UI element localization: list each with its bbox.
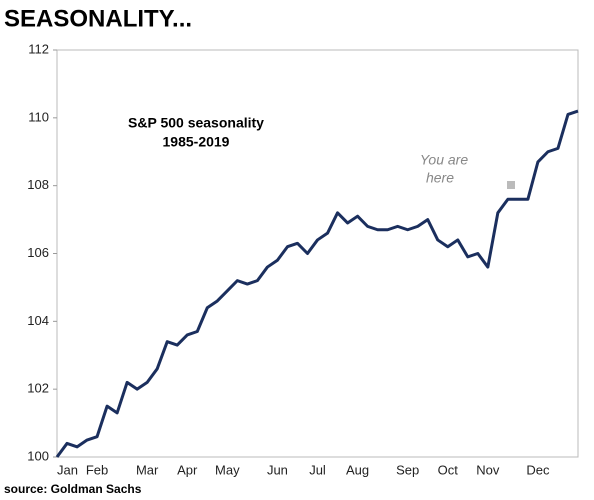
x-tick-label: May xyxy=(215,462,240,477)
x-tick-label: Mar xyxy=(136,462,159,477)
y-tick-label: 110 xyxy=(28,109,49,124)
y-tick-label: 108 xyxy=(27,177,49,192)
x-tick-label: Apr xyxy=(177,462,198,477)
annotation: You are xyxy=(420,152,468,168)
x-tick-label: Feb xyxy=(86,462,108,477)
y-tick-label: 102 xyxy=(27,381,49,396)
you-are-here-marker xyxy=(507,181,515,189)
data-line xyxy=(55,109,579,458)
y-tick-label: 112 xyxy=(28,41,49,56)
source: source: Goldman Sachs xyxy=(4,482,142,496)
y-tick-label: 106 xyxy=(27,245,49,260)
x-tick-label: Nov xyxy=(476,462,500,477)
x-tick-label: Dec xyxy=(526,462,550,477)
page-title: SEASONALITY... xyxy=(4,5,192,32)
x-tick-label: Sep xyxy=(396,462,419,477)
x-tick-label: Jul xyxy=(309,462,326,477)
x-tick-label: Jun xyxy=(267,462,288,477)
y-tick-label: 104 xyxy=(27,313,49,328)
chart-title: 1985-2019 xyxy=(163,134,230,150)
plot-frame xyxy=(56,49,579,458)
annotation: here xyxy=(426,170,454,186)
x-tick-label: Oct xyxy=(438,462,459,477)
chart-title: S&P 500 seasonality xyxy=(128,115,264,131)
x-tick-label: Aug xyxy=(346,462,369,477)
x-tick-label: Jan xyxy=(57,462,78,477)
y-tick-label: 100 xyxy=(27,448,49,463)
